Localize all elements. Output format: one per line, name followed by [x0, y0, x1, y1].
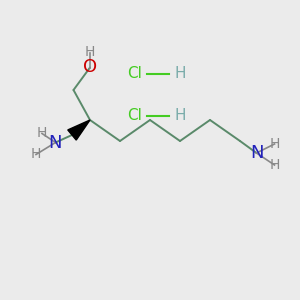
Text: H: H: [174, 108, 186, 123]
Text: Cl: Cl: [128, 66, 142, 81]
Text: Cl: Cl: [128, 108, 142, 123]
Text: O: O: [83, 58, 97, 76]
Text: H: H: [37, 127, 47, 140]
Text: H: H: [85, 46, 95, 59]
Polygon shape: [68, 120, 90, 140]
Text: H: H: [31, 148, 41, 161]
Text: H: H: [269, 137, 280, 151]
Text: H: H: [174, 66, 186, 81]
Text: N: N: [250, 144, 263, 162]
Text: N: N: [49, 134, 62, 152]
Text: H: H: [269, 158, 280, 172]
